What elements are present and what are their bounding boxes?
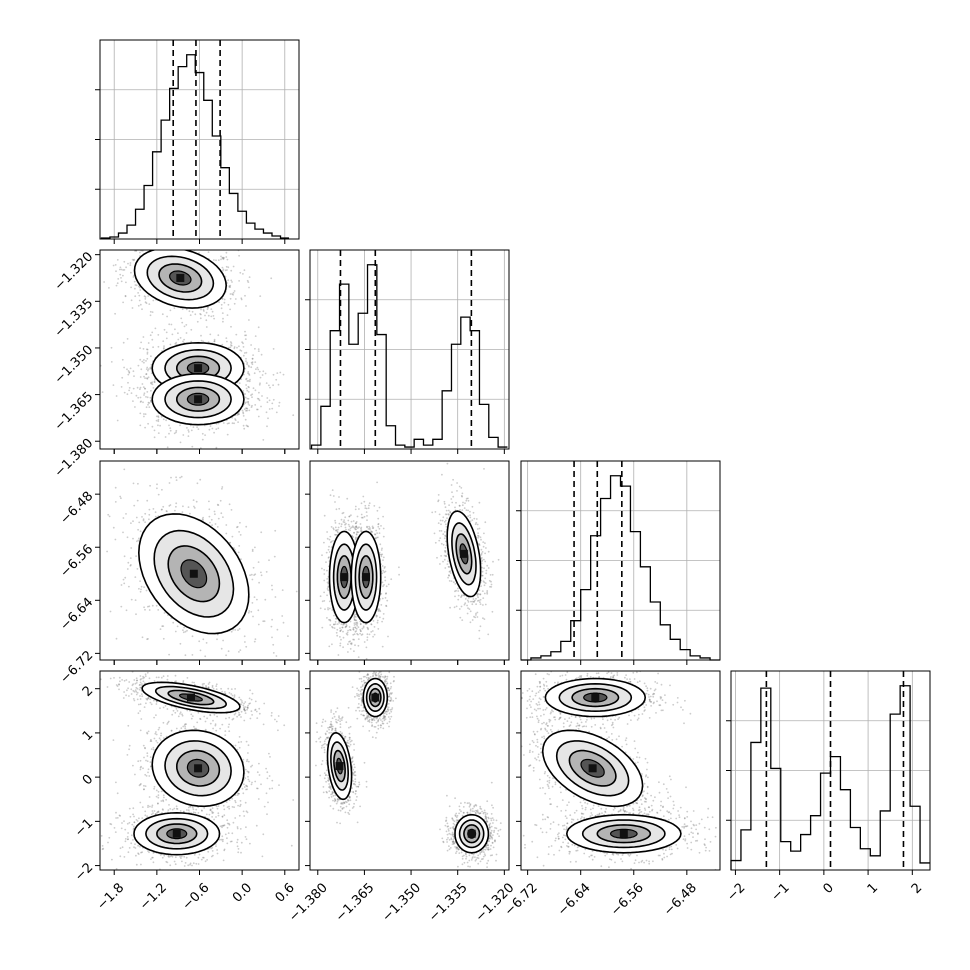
y-tick-label: −6.56	[58, 542, 97, 581]
density-peak	[459, 549, 468, 558]
y-tick-label: −1.335	[52, 296, 97, 341]
panel-frame	[520, 460, 721, 661]
x-tick-label: −1.8	[94, 880, 127, 913]
x-tick-label: 0.6	[273, 880, 298, 905]
histogram-panel-3	[726, 670, 931, 871]
density-peak	[361, 573, 370, 582]
density-peak	[371, 693, 380, 702]
x-tick-label: −1.335	[426, 880, 471, 925]
density-peak	[591, 693, 600, 702]
scatter-panel-2-3	[516, 670, 721, 875]
panel-frame	[520, 670, 721, 871]
density-peak	[588, 764, 597, 773]
scatter-panel-0-1	[95, 249, 300, 454]
y-tick-label: −1.320	[52, 249, 97, 294]
y-tick-label: −1.350	[52, 343, 97, 388]
scatter-panel-1-2	[305, 460, 510, 665]
y-tick-label: 2	[80, 683, 96, 699]
x-tick-label: 0.0	[230, 880, 255, 905]
x-tick-label: 1	[865, 880, 881, 896]
histogram-step-1	[310, 264, 508, 449]
density-peak	[186, 693, 195, 702]
x-tick-label: −1.350	[379, 880, 424, 925]
y-tick-label: −6.64	[58, 595, 97, 634]
x-tick-label: −1.2	[137, 880, 170, 913]
panel-frame	[99, 249, 300, 450]
x-tick-label: −6.64	[555, 880, 594, 919]
histogram-panel-2	[516, 460, 721, 661]
panel-frame	[309, 249, 510, 450]
panel-frame	[99, 460, 300, 661]
density-peak	[189, 569, 198, 578]
x-tick-label: −1	[769, 880, 793, 904]
density-peak	[172, 829, 181, 838]
panel-frame	[309, 460, 510, 661]
x-tick-label: −6.56	[608, 880, 647, 919]
x-tick-label: 0	[820, 880, 836, 896]
y-tick-label: −6.48	[58, 489, 97, 528]
panel-frame	[730, 670, 931, 871]
density-peak	[467, 829, 476, 838]
x-tick-label: −6.48	[661, 880, 700, 919]
y-tick-label: −1.365	[52, 389, 97, 434]
scatter-panel-1-3	[305, 670, 510, 875]
panel-frame	[309, 670, 510, 871]
panel-frame	[99, 670, 300, 871]
density-peak	[335, 762, 344, 771]
density-peak	[619, 829, 628, 838]
x-tick-label: 2	[909, 880, 925, 896]
x-tick-label: −1.365	[333, 880, 378, 925]
y-tick-label: 0	[80, 772, 96, 788]
density-peak	[194, 764, 203, 773]
density-peak	[194, 395, 203, 404]
histogram-step-2	[521, 475, 720, 661]
histogram-panel-0	[95, 39, 300, 240]
density-peak	[176, 273, 185, 282]
scatter-panel-0-3	[95, 670, 300, 875]
x-tick-label: −2	[724, 880, 748, 904]
y-tick-label: 1	[80, 728, 96, 744]
density-peak	[194, 364, 203, 373]
density-peak	[340, 573, 349, 582]
y-tick-label: −1.380	[52, 436, 97, 481]
y-tick-label: −6.72	[58, 648, 97, 687]
scatter-panel-0-2	[95, 460, 300, 665]
y-tick-label: −2	[72, 860, 96, 884]
x-tick-label: −0.6	[180, 880, 213, 913]
histogram-panel-1	[305, 249, 510, 450]
y-tick-label: −1	[72, 816, 96, 840]
